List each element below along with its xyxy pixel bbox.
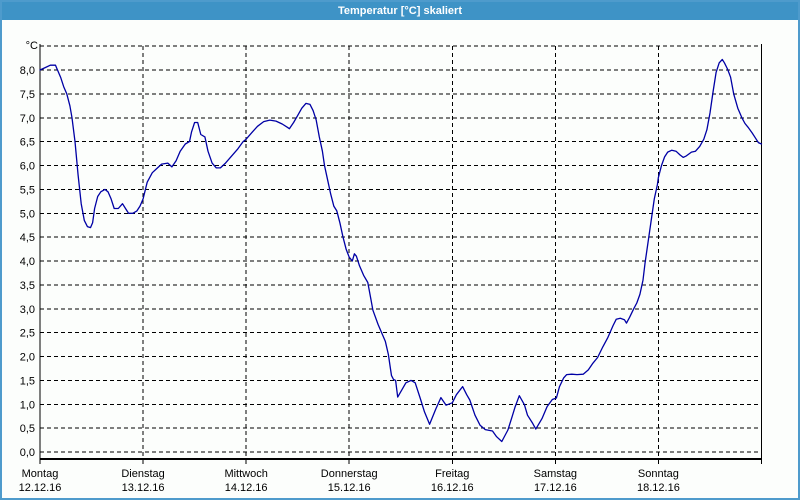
y-axis-unit-label: °C (26, 40, 38, 52)
y-tick-label: 2,5 (20, 328, 35, 340)
temperature-curve (39, 58, 763, 443)
x-tick-date-label: 16.12.16 (431, 482, 474, 494)
y-tick-label: 3,5 (20, 280, 35, 292)
x-tick-date-label: 14.12.16 (225, 482, 268, 494)
y-tick-label: 7,0 (20, 113, 35, 125)
y-tick-label: 4,0 (20, 256, 35, 268)
x-tick-day-label: Dienstag (121, 468, 164, 480)
y-tick-label: 7,5 (20, 89, 35, 101)
y-tick-label: 6,0 (20, 161, 35, 173)
x-tick-day-label: Montag (22, 468, 59, 480)
y-tick-label: 4,5 (20, 232, 35, 244)
x-tick-day-label: Freitag (435, 468, 469, 480)
y-tick-label: 6,5 (20, 137, 35, 149)
window-title: Temperatur [°C] skaliert (337, 5, 462, 17)
x-tick-day-label: Mittwoch (224, 468, 267, 480)
x-tick-date-label: 12.12.16 (19, 482, 62, 494)
y-tick-label: 0,5 (20, 423, 35, 435)
y-tick-label: 1,5 (20, 375, 35, 387)
x-tick-day-label: Samstag (534, 468, 577, 480)
y-tick-label: 1,0 (20, 399, 35, 411)
x-tick-date-label: 13.12.16 (122, 482, 165, 494)
x-tick-day-label: Sonntag (638, 468, 679, 480)
chart-area: 0,0 0,5 1,0 1,5 2,0 2,5 3,0 3,5 4,0 4,5 5,0 5,5 6,0 6… (2, 20, 798, 498)
x-tick-date-label: 15.12.16 (328, 482, 371, 494)
x-tick-date-label: 18.12.16 (637, 482, 680, 494)
y-tick-label: 2,0 (20, 352, 35, 364)
y-tick-label: 3,0 (20, 304, 35, 316)
window-titlebar[interactable]: Temperatur [°C] skaliert (2, 2, 798, 20)
y-tick-label: 0,0 (20, 447, 35, 459)
y-tick-label: 5,5 (20, 184, 35, 196)
y-tick-label: 5,0 (20, 208, 35, 220)
x-tick-date-label: 17.12.16 (534, 482, 577, 494)
x-tick-day-label: Donnerstag (321, 468, 378, 480)
temperature-line-chart: 0,0 0,5 1,0 1,5 2,0 2,5 3,0 3,5 4,0 4,5 5,0 5,5 6,0 6… (19, 40, 763, 494)
y-tick-label: 8,0 (20, 65, 35, 77)
